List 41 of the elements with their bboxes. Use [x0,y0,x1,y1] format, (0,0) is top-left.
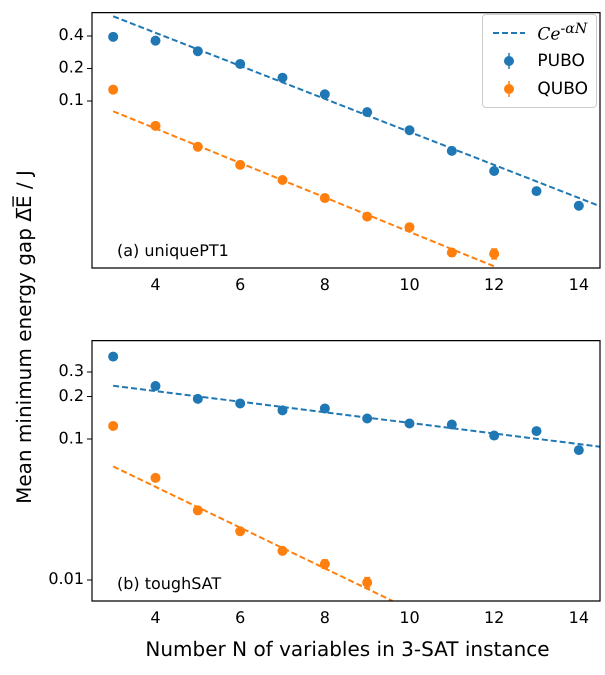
x-tick-label: 10 [399,274,420,294]
point [574,445,584,456]
x-tick-label: 8 [320,608,330,627]
y-tick-label: 0.1 [58,90,84,109]
x-tick-label: 8 [320,274,330,294]
point [150,381,160,392]
x-tick-label: 12 [484,274,504,294]
point [320,89,330,100]
y-tick-label: 0.01 [48,569,84,588]
point [108,32,118,42]
x-axis-title: Number N of variables in 3-SAT instance [144,637,551,661]
x-tick-label: 14 [568,274,590,294]
x-tick-label: 4 [150,608,161,627]
x-tick-label: 6 [235,608,246,627]
y-tick-label: 0.1 [58,428,84,448]
point [489,166,500,176]
point [278,72,288,83]
y-axis-title: Mean minimum energy gap Δ̅E̅ / J [12,170,36,504]
annotation: (a) uniquePT1 [117,241,229,260]
point [532,426,542,436]
legend-label: Ce$^{-αN}$ [537,21,588,45]
point [108,84,118,95]
point [446,419,457,430]
x-tick-label: 14 [568,608,590,627]
x-tick-label: 10 [399,608,420,627]
y-tick-label: 0.2 [58,58,84,77]
point [532,186,542,196]
point [108,352,118,362]
legend-label: PUBO [537,51,585,71]
y-tick-label: 0.3 [58,361,84,380]
x-tick-label: 6 [235,274,246,294]
point [150,36,160,46]
y-tick-label: 0.4 [58,25,84,44]
point [320,403,330,414]
x-tick-label: 4 [150,274,161,294]
x-tick-label: 12 [484,608,504,627]
point [108,420,118,431]
annotation: (b) toughSAT [117,574,222,594]
y-tick-label: 0.2 [58,386,84,405]
point [574,200,584,211]
legend-label: QUBO [537,79,588,99]
